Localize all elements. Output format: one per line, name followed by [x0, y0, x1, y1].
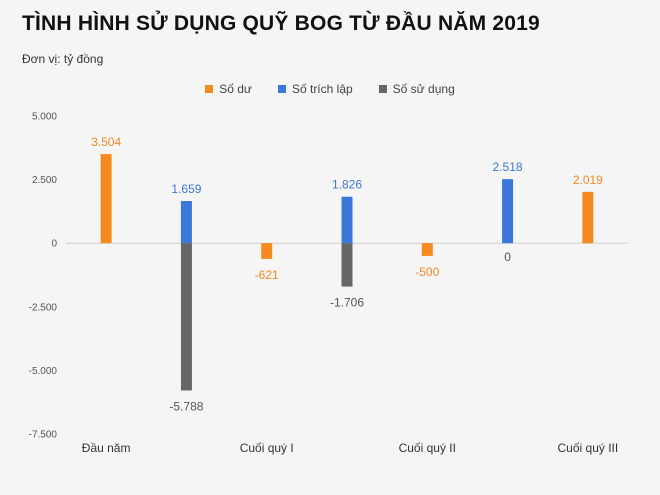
data-label: 0	[504, 250, 511, 264]
x-category-label: Cuối quý I	[240, 441, 294, 455]
legend-label-so-su-dung: Số sử dụng	[392, 82, 455, 96]
data-label: 1.659	[171, 182, 201, 196]
data-label: 3.504	[91, 135, 121, 149]
y-tick-label: -5.000	[29, 366, 58, 377]
bar	[502, 179, 514, 244]
legend-swatch-so-trich-lap	[277, 85, 286, 93]
legend: Số dư Số trích lập Số sử dụng	[0, 82, 660, 96]
bar	[180, 200, 192, 244]
bar	[341, 243, 353, 287]
data-label: 2.518	[493, 160, 523, 174]
bar	[180, 243, 192, 391]
data-label: 2.019	[573, 173, 603, 187]
legend-swatch-so-su-dung	[378, 85, 387, 93]
legend-label-so-du: Số dư	[219, 82, 252, 96]
data-label: -5.788	[169, 399, 203, 413]
x-category-label: Đầu năm	[82, 441, 131, 455]
legend-item-so-du: Số dư	[205, 82, 252, 96]
data-label: -621	[255, 268, 279, 282]
data-label: -1.706	[330, 296, 364, 310]
bar	[341, 196, 353, 244]
data-label: -500	[415, 265, 439, 279]
chart-subtitle: Đơn vị: tỷ đồng	[22, 52, 104, 66]
y-tick-label: -2.500	[29, 302, 58, 313]
bar	[582, 191, 594, 244]
bar	[261, 243, 273, 259]
bar	[100, 154, 112, 244]
data-label: 1.826	[332, 178, 362, 192]
y-tick-label: 2.500	[32, 175, 57, 186]
chart-title: TÌNH HÌNH SỬ DỤNG QUỸ BOG TỪ ĐẦU NĂM 201…	[22, 12, 540, 35]
y-tick-label: -7.500	[29, 430, 58, 441]
y-tick-label: 5.000	[32, 112, 57, 123]
bar	[421, 243, 433, 256]
x-category-label: Cuối quý III	[558, 441, 619, 455]
legend-swatch-so-du	[205, 85, 214, 93]
x-category-label: Cuối quý II	[399, 441, 456, 455]
legend-item-so-trich-lap: Số trích lập	[277, 82, 353, 96]
legend-item-so-su-dung: Số sử dụng	[378, 82, 455, 96]
legend-label-so-trich-lap: Số trích lập	[291, 82, 353, 96]
y-tick-label: 0	[51, 239, 57, 250]
